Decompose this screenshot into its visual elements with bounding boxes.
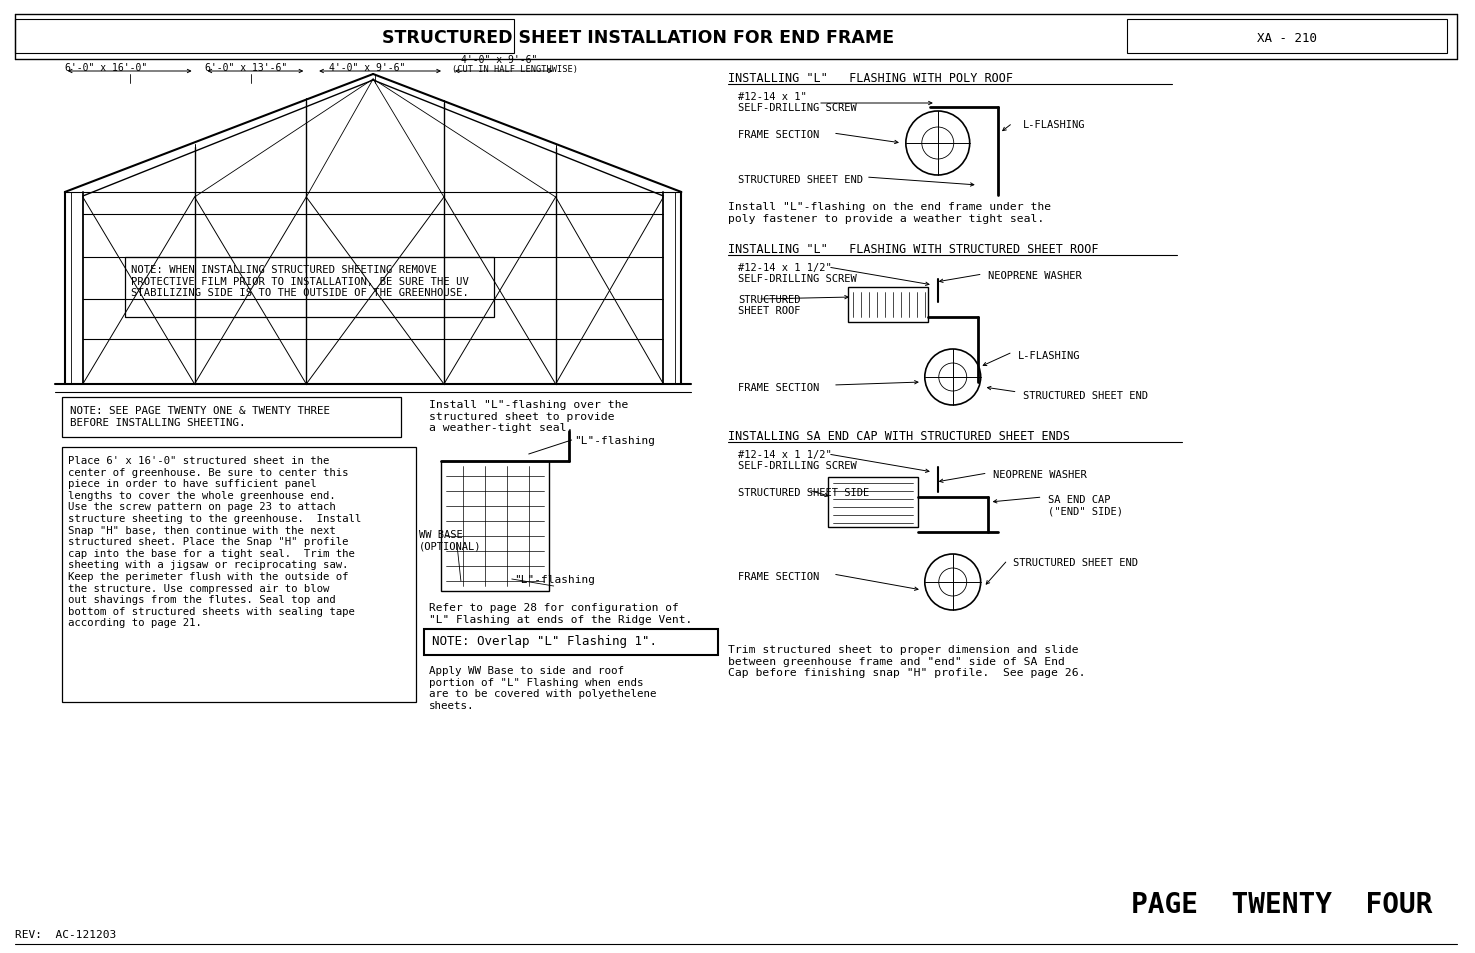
Text: NOTE: SEE PAGE TWENTY ONE & TWENTY THREE
BEFORE INSTALLING SHEETING.: NOTE: SEE PAGE TWENTY ONE & TWENTY THREE… bbox=[69, 406, 330, 427]
Text: Install "L"-flashing over the
structured sheet to provide
a weather-tight seal.: Install "L"-flashing over the structured… bbox=[429, 399, 628, 433]
Text: SA END CAP: SA END CAP bbox=[1047, 495, 1111, 504]
Text: INSTALLING SA END CAP WITH STRUCTURED SHEET ENDS: INSTALLING SA END CAP WITH STRUCTURED SH… bbox=[729, 430, 1071, 442]
Text: #12-14 x 1": #12-14 x 1" bbox=[739, 91, 807, 102]
Bar bbox=[15, 20, 513, 54]
Text: #12-14 x 1 1/2": #12-14 x 1 1/2" bbox=[739, 263, 832, 273]
Text: Refer to page 28 for configuration of
"L" Flashing at ends of the Ridge Vent.: Refer to page 28 for configuration of "L… bbox=[429, 602, 692, 624]
Text: NEOPRENE WASHER: NEOPRENE WASHER bbox=[988, 271, 1081, 281]
Text: STRUCTURED SHEET END: STRUCTURED SHEET END bbox=[1022, 391, 1148, 400]
Text: 6'-0" x 13'-6": 6'-0" x 13'-6" bbox=[205, 63, 286, 73]
Text: STRUCTURED: STRUCTURED bbox=[739, 294, 801, 305]
Bar bbox=[125, 257, 494, 317]
Text: SELF-DRILLING SCREW: SELF-DRILLING SCREW bbox=[739, 460, 857, 471]
Bar bbox=[62, 397, 401, 437]
Text: XA - 210: XA - 210 bbox=[1257, 31, 1317, 45]
Bar bbox=[441, 461, 549, 592]
Text: NOTE: Overlap "L" Flashing 1".: NOTE: Overlap "L" Flashing 1". bbox=[432, 635, 656, 647]
Text: STRUCTURED SHEET END: STRUCTURED SHEET END bbox=[1013, 558, 1137, 567]
Text: FRAME SECTION: FRAME SECTION bbox=[739, 572, 820, 581]
Text: INSTALLING "L"   FLASHING WITH POLY ROOF: INSTALLING "L" FLASHING WITH POLY ROOF bbox=[729, 71, 1013, 85]
Text: NEOPRENE WASHER: NEOPRENE WASHER bbox=[993, 470, 1087, 479]
Text: 4'-0" x 9'-6": 4'-0" x 9'-6" bbox=[460, 55, 537, 65]
Bar bbox=[423, 629, 718, 656]
Text: STRUCTURED SHEET INSTALLATION FOR END FRAME: STRUCTURED SHEET INSTALLATION FOR END FR… bbox=[382, 29, 894, 47]
Text: L-FLASHING: L-FLASHING bbox=[1018, 351, 1080, 360]
Text: (CUT IN HALF LENGTHWISE): (CUT IN HALF LENGTHWISE) bbox=[451, 65, 578, 74]
Text: 6'-0" x 16'-0": 6'-0" x 16'-0" bbox=[65, 63, 148, 73]
Text: SHEET ROOF: SHEET ROOF bbox=[739, 306, 801, 315]
Text: 4'-0" x 9'-6": 4'-0" x 9'-6" bbox=[329, 63, 406, 73]
Bar bbox=[62, 448, 416, 702]
Text: NOTE: WHEN INSTALLING STRUCTURED SHEETING REMOVE
PROTECTIVE FILM PRIOR TO INSTAL: NOTE: WHEN INSTALLING STRUCTURED SHEETIN… bbox=[131, 265, 469, 298]
Text: SELF-DRILLING SCREW: SELF-DRILLING SCREW bbox=[739, 103, 857, 112]
Text: "L"-flashing: "L"-flashing bbox=[513, 575, 594, 584]
Text: FRAME SECTION: FRAME SECTION bbox=[739, 130, 820, 140]
Text: Install "L"-flashing on the end frame under the
poly fastener to provide a weath: Install "L"-flashing on the end frame un… bbox=[729, 202, 1052, 223]
Text: L-FLASHING: L-FLASHING bbox=[1022, 120, 1086, 130]
Text: PAGE  TWENTY  FOUR: PAGE TWENTY FOUR bbox=[1131, 890, 1432, 918]
Text: STRUCTURED SHEET SIDE: STRUCTURED SHEET SIDE bbox=[739, 488, 869, 497]
Text: Apply WW Base to side and roof
portion of "L" Flashing when ends
are to be cover: Apply WW Base to side and roof portion o… bbox=[429, 665, 656, 710]
Text: INSTALLING "L"   FLASHING WITH STRUCTURED SHEET ROOF: INSTALLING "L" FLASHING WITH STRUCTURED … bbox=[729, 243, 1099, 255]
Text: #12-14 x 1 1/2": #12-14 x 1 1/2" bbox=[739, 450, 832, 459]
Text: REV:  AC-121203: REV: AC-121203 bbox=[15, 929, 117, 939]
Text: WW BASE
(OPTIONAL): WW BASE (OPTIONAL) bbox=[419, 530, 481, 551]
Text: Trim structured sheet to proper dimension and slide
between greenhouse frame and: Trim structured sheet to proper dimensio… bbox=[729, 644, 1086, 678]
Text: "L"-flashing: "L"-flashing bbox=[574, 436, 655, 446]
Text: SELF-DRILLING SCREW: SELF-DRILLING SCREW bbox=[739, 274, 857, 284]
Bar bbox=[1127, 20, 1447, 54]
Text: Place 6' x 16'-0" structured sheet in the
center of greenhouse. Be sure to cente: Place 6' x 16'-0" structured sheet in th… bbox=[68, 456, 361, 628]
Text: STRUCTURED SHEET END: STRUCTURED SHEET END bbox=[739, 174, 863, 185]
Bar bbox=[827, 477, 917, 527]
Text: FRAME SECTION: FRAME SECTION bbox=[739, 382, 820, 393]
Bar bbox=[848, 288, 928, 323]
Text: ("END" SIDE): ("END" SIDE) bbox=[1047, 505, 1122, 516]
